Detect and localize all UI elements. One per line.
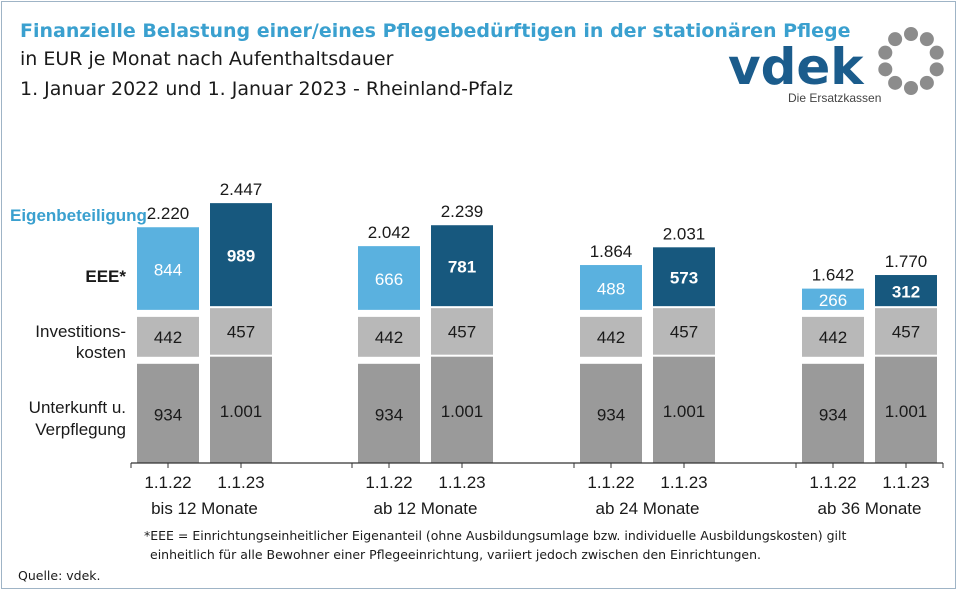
x-group-label: ab 24 Monate — [596, 499, 700, 518]
data-label-total: 2.031 — [663, 224, 706, 243]
data-label-eee: 989 — [227, 247, 255, 266]
data-label-total: 2.220 — [147, 204, 190, 223]
x-tick-label-date: 1.1.23 — [660, 473, 707, 492]
data-label-investition: 457 — [892, 322, 920, 341]
data-label-eee: 666 — [375, 270, 403, 289]
bar-segment-investition — [580, 316, 642, 357]
bar-segment-eee — [802, 288, 864, 310]
bar-segment-unterkunft — [875, 356, 937, 463]
vdek-logo-tagline: Die Ersatzkassen — [788, 91, 881, 105]
data-label-total: 2.042 — [368, 223, 411, 242]
data-label-investition: 457 — [670, 322, 698, 341]
x-group-label: ab 36 Monate — [818, 499, 922, 518]
bar-segment-investition — [875, 308, 937, 355]
bar-segment-investition — [210, 308, 272, 355]
data-label-eee: 488 — [597, 279, 625, 298]
legend-label-unterkunft: Verpflegung — [35, 420, 126, 439]
x-tick-label-date: 1.1.22 — [809, 473, 856, 492]
legend-label-eee: EEE* — [85, 267, 126, 286]
data-label-unterkunft: 934 — [819, 405, 847, 424]
logo-ring-dot — [904, 81, 918, 95]
data-label-investition: 442 — [154, 328, 182, 347]
logo-ring-dot — [919, 75, 934, 90]
data-label-total: 1.770 — [885, 252, 928, 271]
logo-ring-dot — [919, 32, 934, 47]
legend-label-eigenbeteiligung: Eigenbeteiligung — [10, 206, 147, 225]
data-label-eee: 266 — [819, 291, 847, 310]
bar-segment-eee — [137, 227, 199, 310]
footnote-line-1: *EEE = Einrichtungseinheitlicher Eigenan… — [144, 528, 847, 543]
legend-label-unterkunft: Unterkunft u. — [29, 398, 126, 417]
bar-segment-eee — [431, 225, 493, 307]
data-label-investition: 442 — [819, 328, 847, 347]
legend-label-investition: kosten — [76, 343, 126, 362]
source-note: Quelle: vdek. — [18, 568, 101, 583]
bar-segment-eee — [875, 275, 937, 307]
data-label-unterkunft: 1.001 — [663, 402, 706, 421]
x-tick-label-date: 1.1.23 — [217, 473, 264, 492]
bar-segment-investition — [802, 316, 864, 357]
data-label-unterkunft: 1.001 — [885, 402, 928, 421]
vdek-logo-ring-icon — [878, 27, 944, 95]
data-label-unterkunft: 1.001 — [441, 402, 484, 421]
data-label-unterkunft: 934 — [375, 405, 403, 424]
bar-segment-unterkunft — [210, 356, 272, 463]
data-label-total: 1.642 — [812, 266, 855, 285]
bar-segment-investition — [358, 316, 420, 357]
bar-segment-eee — [580, 265, 642, 310]
x-tick-label-date: 1.1.23 — [882, 473, 929, 492]
bar-segment-eee — [653, 247, 715, 307]
logo-ring-dot — [888, 75, 903, 90]
x-tick-label-date: 1.1.23 — [438, 473, 485, 492]
bar-segment-unterkunft — [137, 363, 199, 463]
bar-segment-eee — [358, 246, 420, 310]
data-label-eee: 781 — [448, 258, 476, 277]
bar-segment-investition — [431, 308, 493, 355]
bar-segment-unterkunft — [580, 363, 642, 463]
x-group-label: ab 12 Monate — [374, 499, 478, 518]
footnote-line-2: einheitlich für alle Bewohner einer Pfle… — [150, 547, 762, 562]
vdek-logo: vdek Die Ersatzkassen — [728, 27, 944, 105]
data-label-unterkunft: 934 — [154, 405, 182, 424]
logo-ring-dot — [878, 62, 893, 77]
x-tick-label-date: 1.1.22 — [144, 473, 191, 492]
data-label-total: 2.447 — [220, 180, 263, 199]
bar-segment-unterkunft — [358, 363, 420, 463]
data-label-eee: 844 — [154, 261, 182, 280]
data-label-investition: 457 — [227, 322, 255, 341]
data-label-total: 2.239 — [441, 202, 484, 221]
chart-title: Finanzielle Belastung einer/eines Pflege… — [20, 20, 851, 42]
x-tick-label-date: 1.1.22 — [365, 473, 412, 492]
bar-segment-unterkunft — [431, 356, 493, 463]
data-label-eee: 573 — [670, 269, 698, 288]
logo-ring-dot — [929, 45, 944, 60]
data-label-investition: 442 — [597, 328, 625, 347]
vdek-logo-wordmark: vdek — [728, 38, 865, 96]
data-label-unterkunft: 934 — [597, 405, 625, 424]
bar-segment-eee — [210, 203, 272, 307]
data-label-investition: 442 — [375, 328, 403, 347]
bar-segment-investition — [137, 316, 199, 357]
bar-segment-unterkunft — [802, 363, 864, 463]
chart-subtitle-date: 1. Januar 2022 und 1. Januar 2023 - Rhei… — [20, 78, 514, 100]
logo-ring-dot — [904, 27, 918, 41]
data-label-total: 1.864 — [590, 242, 633, 261]
x-tick-label-date: 1.1.22 — [587, 473, 634, 492]
chart-subtitle-unit: in EUR je Monat nach Aufenthaltsdauer — [20, 48, 394, 70]
x-group-label: bis 12 Monate — [151, 499, 258, 518]
data-label-unterkunft: 1.001 — [220, 402, 263, 421]
logo-ring-dot — [888, 32, 903, 47]
bar-segment-investition — [653, 308, 715, 355]
legend-label-investition: Investitions- — [35, 322, 126, 341]
bar-segment-unterkunft — [653, 356, 715, 463]
logo-ring-dot — [878, 45, 893, 60]
logo-ring-dot — [929, 62, 944, 77]
data-label-investition: 457 — [448, 322, 476, 341]
data-label-eee: 312 — [892, 283, 920, 302]
